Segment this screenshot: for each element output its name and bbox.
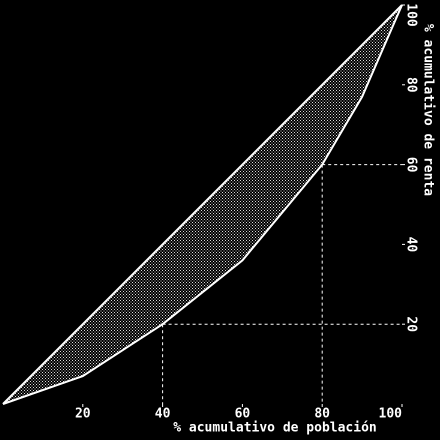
x-tick-label: 80 <box>314 407 330 422</box>
x-tick-label: 20 <box>75 407 91 422</box>
y-tick-label: 60 <box>404 157 419 173</box>
y-tick-label: 80 <box>404 77 419 93</box>
y-tick-label: 100 <box>404 3 419 27</box>
y-tick-label: 20 <box>404 316 419 332</box>
y-axis-label: % acumulativo de renta <box>421 24 436 196</box>
x-axis-label: % acumulativo de población <box>173 421 377 436</box>
x-tick-label: 40 <box>155 407 171 422</box>
line <box>2 4 403 405</box>
y-tick-label: 40 <box>404 237 419 253</box>
x-tick-label: 100 <box>379 407 403 422</box>
line <box>2 4 403 405</box>
x-tick-label: 60 <box>235 407 251 422</box>
